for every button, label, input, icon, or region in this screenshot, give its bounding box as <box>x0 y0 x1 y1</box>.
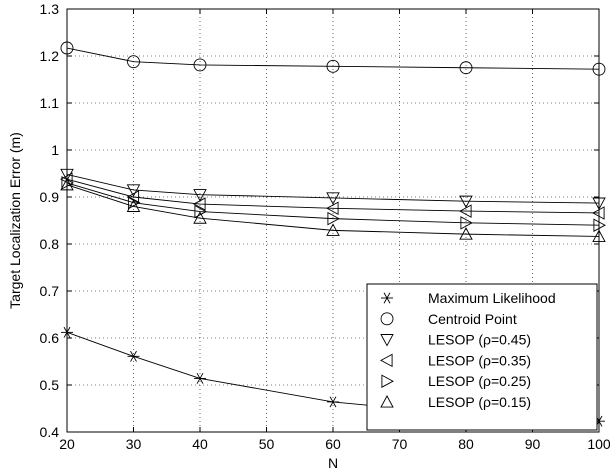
series-line <box>66 184 600 237</box>
data-point <box>326 201 339 216</box>
marker-stroke <box>130 350 137 362</box>
legend-label: LESOP (ρ=0.15) <box>428 394 531 410</box>
y-tick-label: 1.1 <box>40 95 60 111</box>
data-point <box>193 58 207 72</box>
legend-label: LESOP (ρ=0.25) <box>428 373 531 389</box>
legend-item: Centroid Point <box>380 311 517 327</box>
data-point <box>327 211 340 226</box>
x-tick-label: 30 <box>126 436 142 452</box>
legend-label: Maximum Likelihood <box>428 290 556 306</box>
legend-marker <box>380 353 393 368</box>
legend-item: LESOP (ρ=0.25) <box>381 373 531 389</box>
data-point <box>127 350 140 362</box>
x-axis-title: N <box>328 455 338 471</box>
data-point <box>193 211 207 224</box>
y-axis-title: Target Localization Error (m) <box>7 132 23 309</box>
y-tick-label: 1 <box>51 142 59 158</box>
legend-item: LESOP (ρ=0.35) <box>380 352 531 368</box>
y-tick-label: 0.5 <box>40 377 60 393</box>
x-tick-label: 70 <box>392 436 408 452</box>
data-point <box>127 55 140 69</box>
legend-marker <box>380 334 394 347</box>
data-point <box>326 223 340 236</box>
data-point <box>194 204 207 219</box>
y-tick-label: 1.2 <box>40 48 60 64</box>
y-tick-label: 0.7 <box>40 283 60 299</box>
data-point <box>459 204 472 218</box>
legend-item: LESOP (ρ=0.15) <box>380 394 531 410</box>
legend-label: LESOP (ρ=0.35) <box>428 352 531 368</box>
marker-stroke <box>196 372 204 384</box>
legend-item: Maximum Likelihood <box>381 290 556 306</box>
x-tick-label: 80 <box>458 436 474 452</box>
legend-item: LESOP (ρ=0.45) <box>380 332 531 348</box>
legend-marker <box>381 374 394 388</box>
y-tick-label: 0.6 <box>40 330 60 346</box>
x-tick-label: 20 <box>59 436 75 452</box>
data-point <box>326 59 340 73</box>
x-tick-label: 100 <box>587 436 610 452</box>
data-point <box>459 195 473 209</box>
legend-label: Centroid Point <box>428 311 517 327</box>
data-point <box>126 199 141 212</box>
series-line <box>66 178 600 214</box>
tick-layer: 20 30 40 50 60 70 80 90 100 0.4 0.5 0.6 0.7 0.8 0.9 1 1.… <box>40 1 610 452</box>
legend-marker <box>380 312 394 326</box>
legend-marker <box>381 292 393 304</box>
marker-stroke <box>329 396 337 408</box>
legend-label: LESOP (ρ=0.45) <box>428 332 531 348</box>
data-point <box>126 190 140 204</box>
data-point <box>194 372 206 384</box>
data-point <box>193 197 206 211</box>
series-line <box>66 182 600 226</box>
y-tick-label: 0.8 <box>40 236 60 252</box>
series-line <box>66 47 600 70</box>
marker-stroke <box>383 292 391 304</box>
data-point <box>193 189 207 202</box>
x-tick-label: 40 <box>192 436 208 452</box>
y-tick-label: 1.3 <box>40 1 60 17</box>
data-point <box>460 216 473 230</box>
series-line <box>66 174 600 204</box>
x-tick-label: 90 <box>525 436 541 452</box>
data-point <box>126 184 141 197</box>
data-point <box>459 61 473 75</box>
legend: Maximum Likelihood Centroid Point LESOP (ρ… <box>366 283 598 431</box>
y-tick-label: 0.4 <box>40 424 60 440</box>
data-point <box>326 192 340 205</box>
x-tick-label: 50 <box>259 436 275 452</box>
series-2 <box>60 168 606 211</box>
legend-marker <box>380 395 394 408</box>
x-tick-label: 60 <box>325 436 341 452</box>
y-tick-label: 0.9 <box>40 189 60 205</box>
legend-box <box>366 283 598 431</box>
data-point <box>127 195 141 210</box>
data-point <box>327 396 339 408</box>
data-point <box>459 227 473 240</box>
